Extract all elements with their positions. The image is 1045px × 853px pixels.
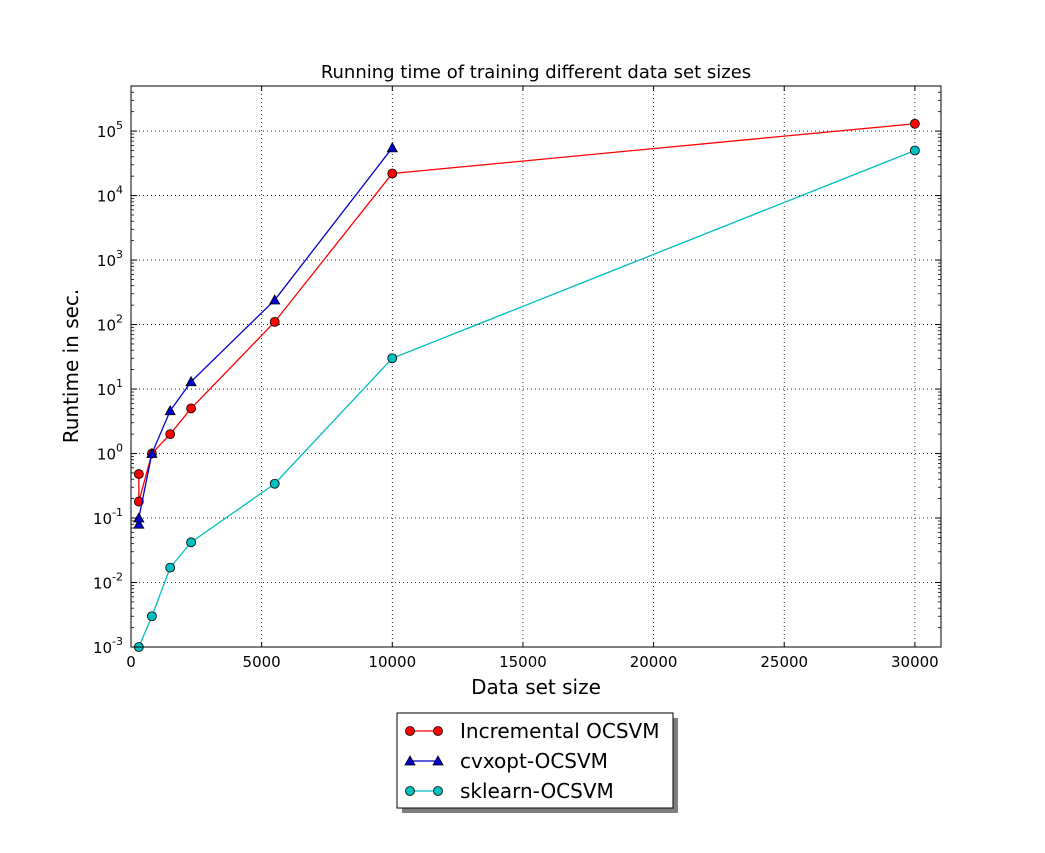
data-point [387, 168, 398, 179]
data-point [186, 403, 196, 414]
y-tick-label: 104 [97, 184, 123, 206]
data-point [269, 478, 280, 489]
legend-label: Incremental OCSVM [460, 719, 659, 743]
y-tick-label: 105 [97, 119, 123, 141]
y-tick-label: 101 [97, 377, 123, 399]
data-point [147, 611, 157, 622]
series-layer [133, 118, 920, 652]
y-tick-label: 102 [97, 313, 123, 335]
data-point [386, 141, 398, 153]
x-axis-label: Data set size [471, 675, 601, 699]
x-tick-label: 10000 [368, 653, 416, 671]
data-point [185, 375, 197, 387]
axis-ticks: 0 5000 10000 15000 20000 25000 30000 10-3 10-2 10… [93, 85, 941, 671]
y-tick-label: 10-2 [93, 571, 123, 593]
legend-marker [405, 786, 415, 796]
y-tick-label: 10-3 [93, 635, 123, 657]
y-axis-label: Runtime in sec. [59, 289, 83, 444]
legend-entry: sklearn-OCSVM [405, 779, 614, 803]
legend-box [396, 712, 674, 809]
plot-frame [130, 85, 942, 648]
series-incremental-ocsvm [133, 118, 920, 507]
data-point [165, 562, 176, 573]
data-point [133, 469, 144, 479]
legend-label: sklearn-OCSVM [460, 779, 614, 803]
data-point [164, 404, 176, 416]
legend-marker [405, 726, 415, 736]
x-tick-label: 20000 [630, 653, 678, 671]
y-tick-label: 103 [97, 248, 123, 270]
series-cvxopt-ocsvm [133, 141, 398, 529]
grid-lines [131, 86, 941, 647]
data-point [909, 118, 920, 129]
data-point [387, 353, 398, 364]
legend-label: cvxopt-OCSVM [460, 749, 608, 773]
x-tick-label: 5000 [243, 653, 281, 671]
legend-entry: Incremental OCSVM [405, 719, 659, 743]
data-point [186, 537, 196, 548]
legend-marker [433, 786, 443, 796]
x-tick-label: 25000 [760, 653, 808, 671]
y-tick-label: 10-1 [93, 506, 123, 528]
data-point [133, 518, 145, 529]
data-point [269, 316, 280, 327]
legend-marker [404, 755, 416, 766]
x-tick-label: 15000 [499, 653, 547, 671]
data-point [146, 447, 158, 458]
y-tick-label: 100 [97, 442, 123, 464]
data-point [165, 429, 176, 440]
x-tick-label: 30000 [891, 653, 939, 671]
data-point [909, 145, 920, 156]
x-tick-label: 0 [126, 653, 136, 671]
legend-entry: cvxopt-OCSVM [404, 749, 608, 773]
data-point [269, 294, 281, 305]
chart-title: Running time of training different data … [321, 62, 751, 83]
legend-marker [433, 726, 443, 736]
legend-marker [432, 755, 444, 766]
legend: Incremental OCSVM cvxopt-OCSVM sklearn-OCS… [396, 712, 678, 813]
series-line [138, 123, 915, 502]
